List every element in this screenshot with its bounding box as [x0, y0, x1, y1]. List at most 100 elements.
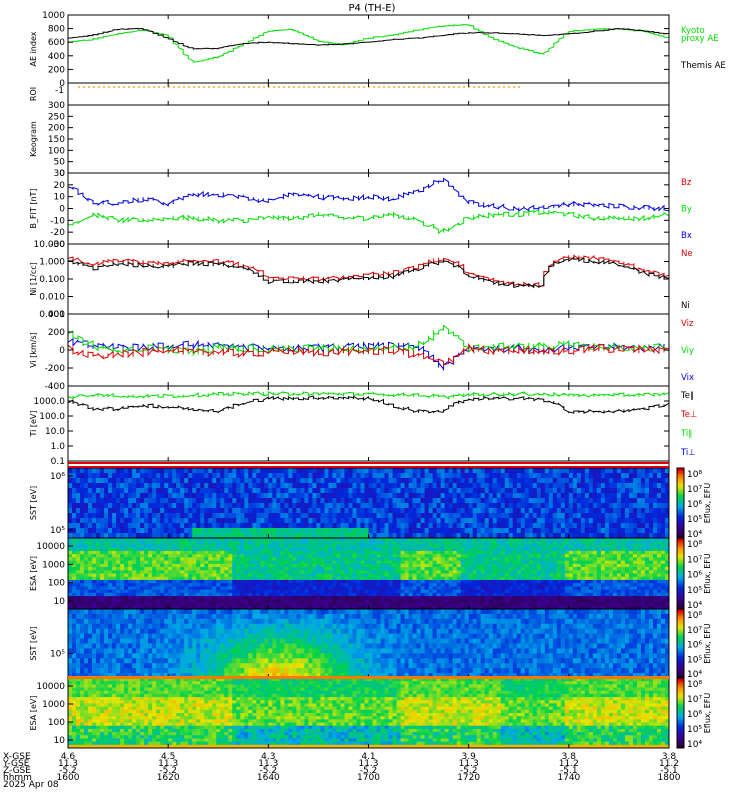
sst_ion-cell — [328, 478, 333, 484]
esa_ion-cell — [240, 605, 245, 610]
esa_ion-cell — [372, 538, 377, 542]
sst_ion-cell — [488, 478, 494, 484]
sst_ion-cell — [404, 528, 409, 534]
sst_ion-cell — [432, 503, 438, 509]
esa_ion-cell — [428, 586, 434, 591]
sst_ion-cell — [84, 473, 89, 479]
esa_ion-cell — [344, 583, 349, 587]
sst_ion-cell — [620, 468, 626, 474]
sst_ion-cell — [180, 478, 185, 484]
esa_ion-cell — [384, 570, 389, 574]
sst_ion-cell — [260, 478, 265, 484]
esa_ion-cell — [256, 567, 261, 571]
esa_ion-cell — [188, 589, 193, 594]
sst_ion-cell — [156, 478, 161, 484]
sst_ion-cell — [376, 478, 381, 484]
sst_ion-cell — [556, 468, 562, 474]
sst_ion-cell — [580, 513, 586, 519]
esa_ion-cell — [452, 596, 458, 600]
sst_ion-cell — [188, 503, 193, 509]
sst_ion-cell — [192, 473, 197, 479]
esa_ion-cell — [408, 602, 413, 607]
sst_ion-cell — [600, 518, 606, 524]
esa_ion-cell — [488, 554, 494, 558]
esa_ion-cell — [496, 586, 502, 591]
sst_ion-cell — [120, 468, 125, 474]
sst_ion-cell — [432, 518, 438, 524]
esa_ion-cell — [120, 544, 125, 549]
sst_ion-cell — [456, 513, 462, 519]
esa_ion-cell — [172, 586, 177, 591]
sst_ion-cell — [268, 478, 273, 484]
esa_ion-cell — [356, 596, 361, 600]
esa_ion-cell — [260, 596, 265, 600]
sst_ion-cell — [456, 508, 462, 514]
esa_ion-cell — [500, 563, 506, 568]
esa_ion-cell — [160, 541, 165, 545]
sst_ion-cell — [208, 528, 213, 534]
esa_ion-cell — [408, 592, 413, 597]
sst_ion-cell — [464, 528, 470, 534]
esa_ion-cell — [88, 567, 93, 571]
esa_ion-cell — [464, 570, 470, 574]
sst_ion-cell — [304, 493, 309, 499]
esa_ion-cell — [128, 560, 133, 565]
sst_ion-cell — [500, 513, 506, 519]
sst_ion-cell — [132, 528, 137, 534]
esa_ion-cell — [428, 541, 434, 545]
esa_ion-cell — [484, 586, 490, 591]
esa_ion-cell — [304, 538, 309, 542]
sst_ion-cell — [312, 523, 317, 529]
sst_ion-cell — [580, 518, 586, 524]
sst_ion-cell — [452, 493, 458, 499]
esa_ion-cell — [220, 602, 225, 607]
esa_ion-cell — [492, 602, 498, 607]
esa_ion-cell — [496, 605, 502, 610]
sst_ion-cell — [584, 468, 590, 474]
sst_ion-cell — [372, 478, 377, 484]
esa_ion-cell — [408, 583, 413, 587]
esa_ion-cell — [536, 560, 542, 565]
esa_ion-cell — [180, 579, 185, 584]
sst_ion-cell — [536, 518, 542, 524]
sst_ion-cell — [480, 483, 486, 489]
sst_ion-cell — [476, 478, 482, 484]
esa_ion-cell — [224, 560, 229, 565]
sst_ion-cell — [196, 503, 201, 509]
sst_ion-cell — [140, 468, 145, 474]
sst_ion-cell — [296, 483, 301, 489]
sst_ion-cell — [620, 513, 626, 519]
esa_ion-cell — [80, 560, 85, 565]
esa_ion-cell — [520, 583, 526, 587]
sst_ion-cell — [376, 518, 381, 524]
esa_ion-cell — [260, 538, 265, 542]
esa_ion-cell — [100, 541, 105, 545]
sst_ion-cell — [92, 503, 97, 509]
esa_ion-cell — [520, 573, 526, 578]
sst_ion-cell — [228, 468, 233, 474]
sst_ion-cell — [364, 513, 369, 519]
sst_ion-cell — [600, 508, 606, 514]
sst_ion-cell — [576, 483, 582, 489]
sst_ion-cell — [596, 478, 602, 484]
sst_ion-cell — [604, 483, 610, 489]
esa_ion-cell — [328, 544, 333, 549]
esa_ion-cell — [232, 544, 237, 549]
esa_ion-cell — [216, 560, 221, 565]
sst_ion-cell — [68, 518, 73, 524]
esa_ion-cell — [200, 544, 205, 549]
sst_ion-cell — [152, 483, 157, 489]
esa_ion-cell — [320, 589, 325, 594]
esa_ion-cell — [136, 596, 141, 600]
sst_ion-cell — [340, 523, 345, 529]
esa_ion-cell — [144, 547, 149, 552]
esa_ion-cell — [500, 586, 506, 591]
sst_ion-cell — [364, 518, 369, 524]
sst_ion-cell — [276, 508, 281, 514]
sst_ion-cell — [552, 528, 558, 534]
esa_ion-cell — [440, 576, 446, 581]
esa_ion-cell — [296, 602, 301, 607]
esa_ion-cell — [92, 557, 97, 561]
esa_ion-cell — [80, 576, 85, 581]
sst_ion-cell — [584, 523, 590, 529]
